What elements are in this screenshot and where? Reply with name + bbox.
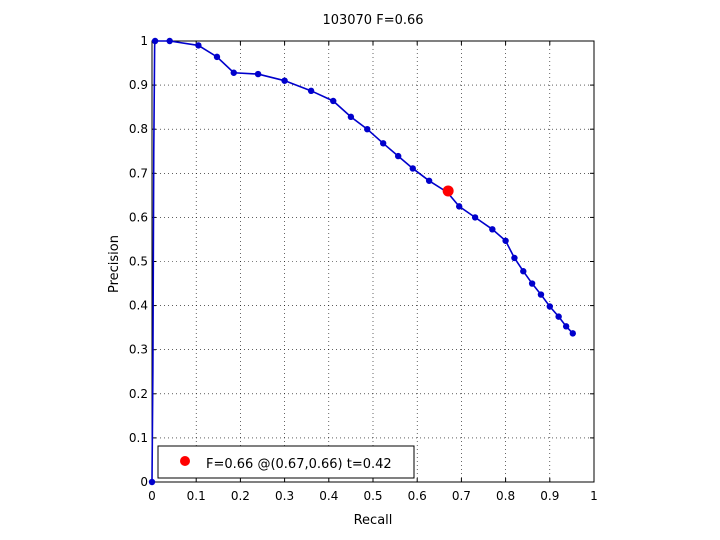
data-point [425,177,433,184]
y-tick-label: 0.6 [129,210,148,224]
data-point [254,70,262,78]
x-tick-label: 0.4 [319,489,338,503]
data-point [379,140,387,147]
legend: F=0.66 @(0.67,0.66) t=0.42 [157,445,415,479]
grid-lines [152,41,594,482]
data-point [489,226,496,233]
data-point [347,113,355,121]
x-axis-label: Recall [354,513,393,528]
data-point [528,280,536,287]
y-tick-label: 0.7 [129,166,148,180]
y-tick-label: 0.9 [129,78,148,92]
x-tick-labels: 0 0.1 0.2 0.3 0.4 0.5 0.6 0.7 0.8 0.9 1 [148,489,598,503]
y-tick-labels: 0 0.1 0.2 0.3 0.4 0.5 0.6 0.7 0.8 0.9 1 [129,34,148,489]
x-tick-label: 0.1 [187,489,206,503]
legend-box [157,445,415,479]
data-point [537,291,545,298]
data-point [151,37,159,45]
y-tick-label: 1 [140,34,148,48]
x-tick-label: 0.3 [275,489,294,503]
x-tick-label: 0 [148,489,156,503]
data-point [471,214,479,221]
data-point [569,330,576,337]
x-tick-label: 0.5 [363,489,382,503]
x-tick-label: 0.9 [540,489,559,503]
y-tick-label: 0.5 [129,255,148,269]
y-tick-label: 0 [140,475,148,489]
data-point [230,69,237,76]
y-tick-label: 0.2 [129,387,148,401]
data-point [562,323,570,330]
y-tick-label: 0.3 [129,343,148,357]
data-point [307,87,315,95]
data-point [364,126,371,133]
data-point [455,203,463,210]
data-point [546,303,553,310]
legend-text: F=0.66 @(0.67,0.66) t=0.42 [206,457,392,472]
x-tick-label: 0.6 [408,489,427,503]
data-point [502,237,509,244]
y-tick-label: 0.4 [129,299,148,313]
highlight-layer [442,185,454,197]
y-tick-label: 0.8 [129,122,148,136]
x-tick-label: 1 [590,489,598,503]
x-tick-label: 0.8 [496,489,515,503]
data-point [281,77,288,84]
data-point [213,53,221,61]
chart-title: 103070 F=0.66 [322,13,423,28]
data-point [394,152,402,160]
data-point [520,268,527,275]
data-point [409,165,416,172]
data-point [330,97,337,105]
x-tick-label: 0.2 [231,489,250,503]
data-point [195,42,202,49]
x-tick-label: 0.7 [452,489,471,503]
legend-marker [180,456,190,466]
y-axis-label: Precision [107,235,122,293]
data-point [511,254,518,262]
best-f-point [442,185,454,197]
data-point [148,478,156,486]
y-tick-label: 0.1 [129,431,148,445]
data-point [166,37,173,45]
data-point [555,313,562,320]
